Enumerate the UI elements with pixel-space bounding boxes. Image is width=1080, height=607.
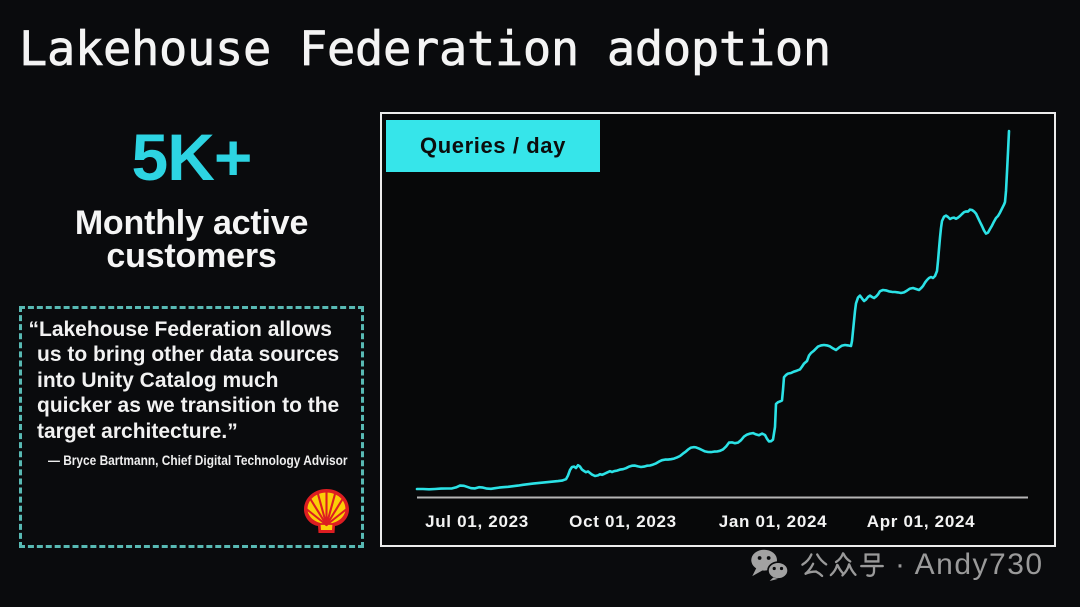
slide-title: Lakehouse Federation adoption — [19, 22, 832, 77]
watermark-latin-text: · Andy730 — [895, 548, 1044, 581]
quote-attribution: — Bryce Bartmann, Chief Digital Technolo… — [48, 452, 348, 469]
stat-block: 5K+ Monthly active customers — [19, 122, 364, 273]
queries-series-line — [415, 129, 1011, 491]
x-tick-label: Jan 01, 2024 — [718, 512, 828, 531]
x-tick-label: Jul 01, 2023 — [425, 512, 529, 531]
queries-line-chart — [415, 129, 1028, 499]
x-tick-label: Apr 01, 2024 — [866, 512, 976, 531]
queries-chart-panel: Queries / day Jul 01, 2023 Oct 01, 2023 … — [380, 112, 1056, 547]
watermark-cjk-text — [801, 551, 884, 577]
shell-logo-icon — [304, 489, 349, 533]
chart-title-badge: Queries / day — [386, 120, 600, 172]
wechat-icon — [751, 549, 789, 581]
quote-text: “Lakehouse Federation allows us to bring… — [28, 318, 340, 443]
x-tick-label: Oct 01, 2023 — [569, 512, 677, 531]
watermark: · Andy730 — [748, 547, 1044, 583]
stat-label: Monthly active customers — [74, 204, 309, 275]
quote-box: “Lakehouse Federation allows us to bring… — [19, 306, 364, 548]
stat-value: 5K+ — [131, 120, 253, 194]
